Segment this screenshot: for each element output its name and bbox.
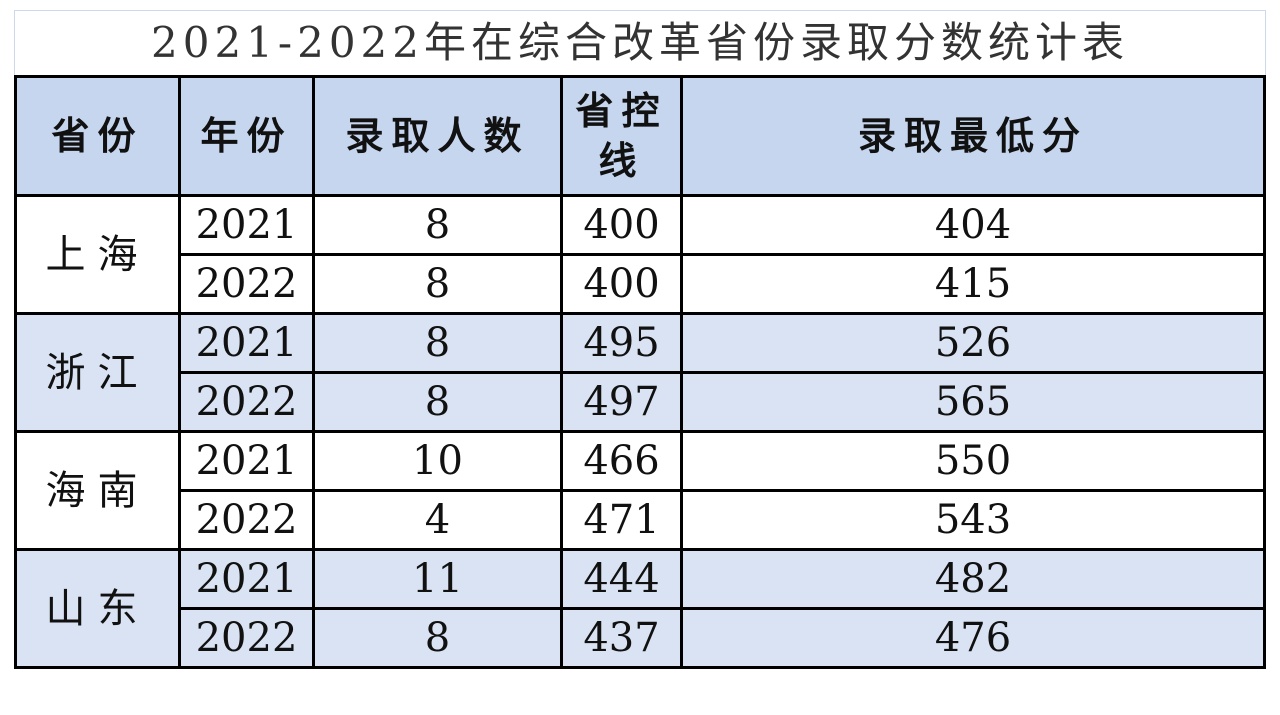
table-row: 海南 2021 10 466 550 <box>14 430 1266 551</box>
table-title: 2021-2022年在综合改革省份录取分数统计表 <box>14 10 1266 75</box>
province-cell: 浙江 <box>14 312 181 433</box>
year-cell: 2022 <box>178 253 315 315</box>
header-cell: 录取人数 <box>312 75 563 197</box>
header-cell: 年份 <box>178 75 315 197</box>
control-line-cell: 444 <box>560 548 683 610</box>
min-score-cell: 550 <box>680 430 1266 492</box>
header-cell: 省控线 <box>560 75 683 197</box>
table-row: 2022 4 471 543 <box>16 489 1266 551</box>
year-cell: 2022 <box>178 489 315 551</box>
count-cell: 8 <box>312 607 563 669</box>
min-score-cell: 526 <box>680 312 1266 374</box>
table-row: 山东 2021 11 444 482 <box>14 548 1266 669</box>
header-cell: 录取最低分 <box>680 75 1266 197</box>
min-score-cell: 404 <box>680 194 1266 256</box>
min-score-cell: 415 <box>680 253 1266 315</box>
header-cell: 省份 <box>14 75 181 197</box>
year-cell: 2021 <box>178 430 315 492</box>
control-line-cell: 437 <box>560 607 683 669</box>
control-line-cell: 466 <box>560 430 683 492</box>
count-cell: 10 <box>312 430 563 492</box>
table-row: 浙江 2021 8 495 526 <box>14 312 1266 433</box>
control-line-cell: 400 <box>560 194 683 256</box>
count-cell: 8 <box>312 253 563 315</box>
count-cell: 11 <box>312 548 563 610</box>
min-score-cell: 565 <box>680 371 1266 433</box>
table-container: 2021-2022年在综合改革省份录取分数统计表 省份 年份 录取人数 省控线 录取最低… <box>14 10 1266 669</box>
table-body: 上海 2021 8 400 404 2022 8 400 415 浙江 2021 8 495 526 202… <box>14 194 1266 669</box>
count-cell: 4 <box>312 489 563 551</box>
count-cell: 8 <box>312 312 563 374</box>
min-score-cell: 543 <box>680 489 1266 551</box>
control-line-cell: 400 <box>560 253 683 315</box>
year-cell: 2021 <box>178 548 315 610</box>
header-row: 省份 年份 录取人数 省控线 录取最低分 <box>14 75 1266 197</box>
score-table: 省份 年份 录取人数 省控线 录取最低分 上海 2021 8 400 404 2022 8 400 41… <box>14 75 1266 669</box>
year-cell: 2022 <box>178 607 315 669</box>
control-line-cell: 497 <box>560 371 683 433</box>
table-row: 2022 8 400 415 <box>16 253 1266 315</box>
table-row: 2022 8 497 565 <box>16 371 1266 433</box>
year-cell: 2022 <box>178 371 315 433</box>
year-cell: 2021 <box>178 194 315 256</box>
table-row: 2022 8 437 476 <box>16 607 1266 669</box>
count-cell: 8 <box>312 371 563 433</box>
province-cell: 海南 <box>14 430 181 551</box>
control-line-cell: 471 <box>560 489 683 551</box>
province-cell: 山东 <box>14 548 181 669</box>
count-cell: 8 <box>312 194 563 256</box>
province-cell: 上海 <box>14 194 181 315</box>
min-score-cell: 482 <box>680 548 1266 610</box>
control-line-cell: 495 <box>560 312 683 374</box>
min-score-cell: 476 <box>680 607 1266 669</box>
table-row: 上海 2021 8 400 404 <box>14 194 1266 315</box>
year-cell: 2021 <box>178 312 315 374</box>
